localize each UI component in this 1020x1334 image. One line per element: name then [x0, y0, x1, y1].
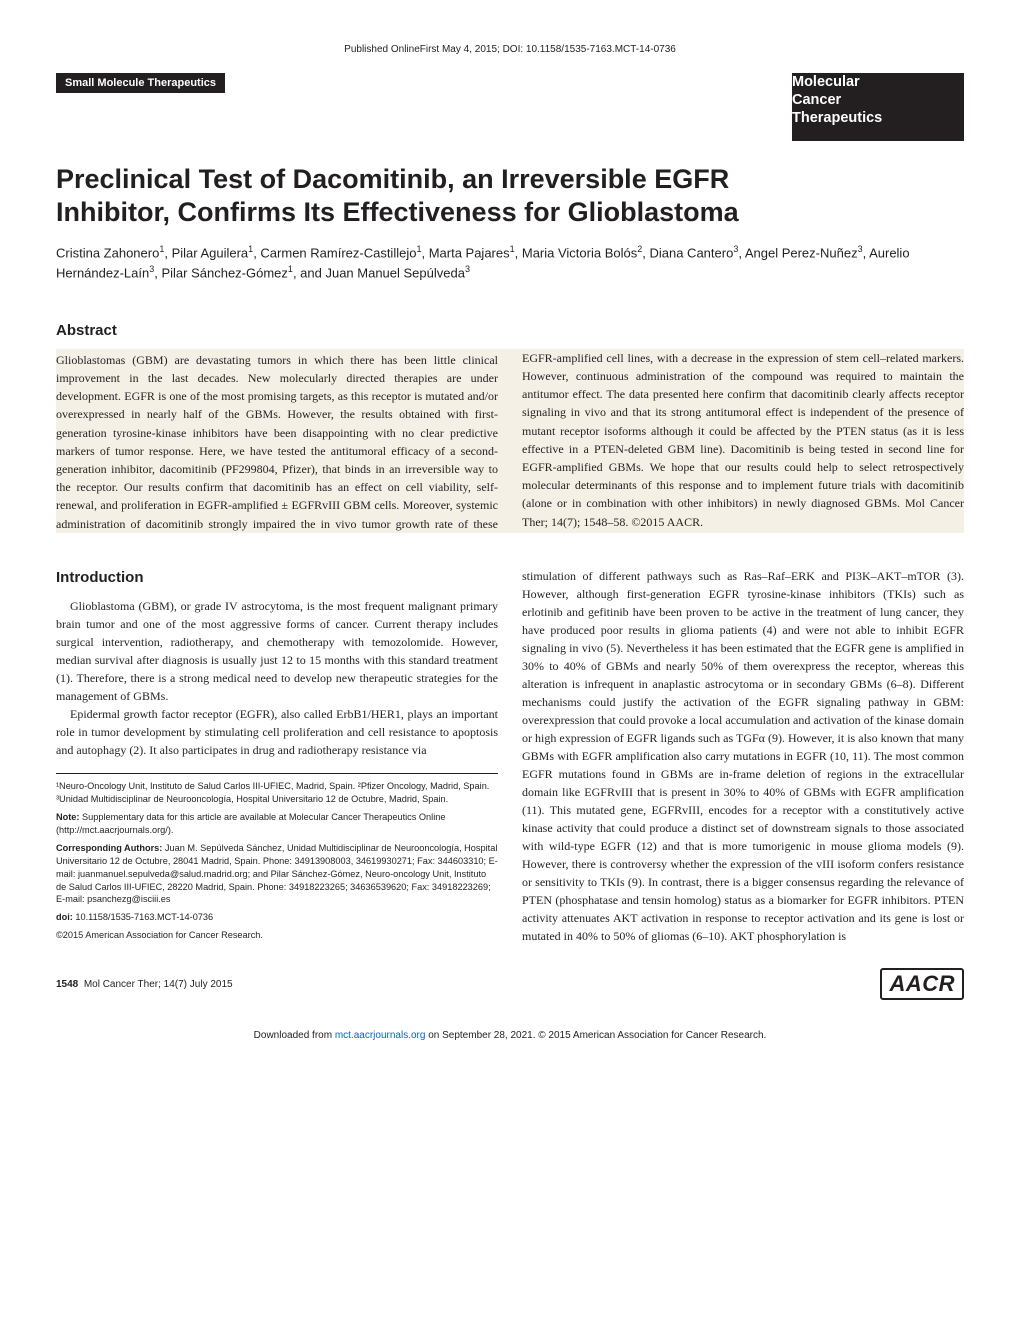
abstract-heading: Abstract: [56, 322, 964, 339]
journal-line: Molecular: [792, 73, 950, 91]
journal-line: Cancer: [792, 91, 950, 109]
footer-citation: Mol Cancer Ther; 14(7) July 2015: [84, 979, 233, 990]
intro-paragraph: stimulation of different pathways such a…: [522, 567, 964, 945]
intro-paragraph: Epidermal growth factor receptor (EGFR),…: [56, 705, 498, 759]
corresponding-authors: Corresponding Authors: Juan M. Sepúlveda…: [56, 842, 498, 906]
abstract-text: Glioblastomas (GBM) are devastating tumo…: [56, 349, 964, 533]
download-line: Downloaded from mct.aacrjournals.org on …: [56, 1030, 964, 1041]
doi-label: doi:: [56, 912, 73, 922]
affiliations: ¹Neuro-Oncology Unit, Instituto de Salud…: [56, 780, 498, 806]
corr-label: Corresponding Authors:: [56, 843, 162, 853]
journal-line: Therapeutics: [792, 109, 950, 127]
intro-paragraph: Glioblastoma (GBM), or grade IV astrocyt…: [56, 597, 498, 705]
page-footer: 1548 Mol Cancer Ther; 14(7) July 2015 AA…: [56, 968, 964, 1000]
footnotes-block: ¹Neuro-Oncology Unit, Instituto de Salud…: [56, 773, 498, 942]
note-text: Supplementary data for this article are …: [56, 812, 445, 835]
note-label: Note:: [56, 812, 79, 822]
author-list: Cristina Zahonero1, Pilar Aguilera1, Car…: [56, 243, 964, 283]
copyright-line: ©2015 American Association for Cancer Re…: [56, 929, 498, 942]
online-first-line: Published OnlineFirst May 4, 2015; DOI: …: [56, 44, 964, 55]
doi-text: 10.1158/1535-7163.MCT-14-0736: [73, 912, 213, 922]
footer-left: 1548 Mol Cancer Ther; 14(7) July 2015: [56, 979, 233, 990]
section-tag: Small Molecule Therapeutics: [56, 73, 225, 93]
introduction-heading: Introduction: [56, 567, 498, 590]
journal-name-block: Molecular Cancer Therapeutics: [792, 73, 964, 141]
download-prefix: Downloaded from: [254, 1030, 335, 1041]
page-number: 1548: [56, 979, 78, 990]
download-suffix: on September 28, 2021. © 2015 American A…: [425, 1030, 766, 1041]
body-columns: Introduction Glioblastoma (GBM), or grad…: [56, 567, 964, 946]
article-title: Preclinical Test of Dacomitinib, an Irre…: [56, 163, 776, 229]
aacr-logo: AACR: [880, 968, 964, 1000]
header-row: Small Molecule Therapeutics Molecular Ca…: [56, 73, 964, 141]
doi-line: doi: 10.1158/1535-7163.MCT-14-0736: [56, 911, 498, 924]
download-link[interactable]: mct.aacrjournals.org: [335, 1030, 426, 1041]
abstract-box: Glioblastomas (GBM) are devastating tumo…: [56, 349, 964, 533]
supplementary-note: Note: Supplementary data for this articl…: [56, 811, 498, 837]
